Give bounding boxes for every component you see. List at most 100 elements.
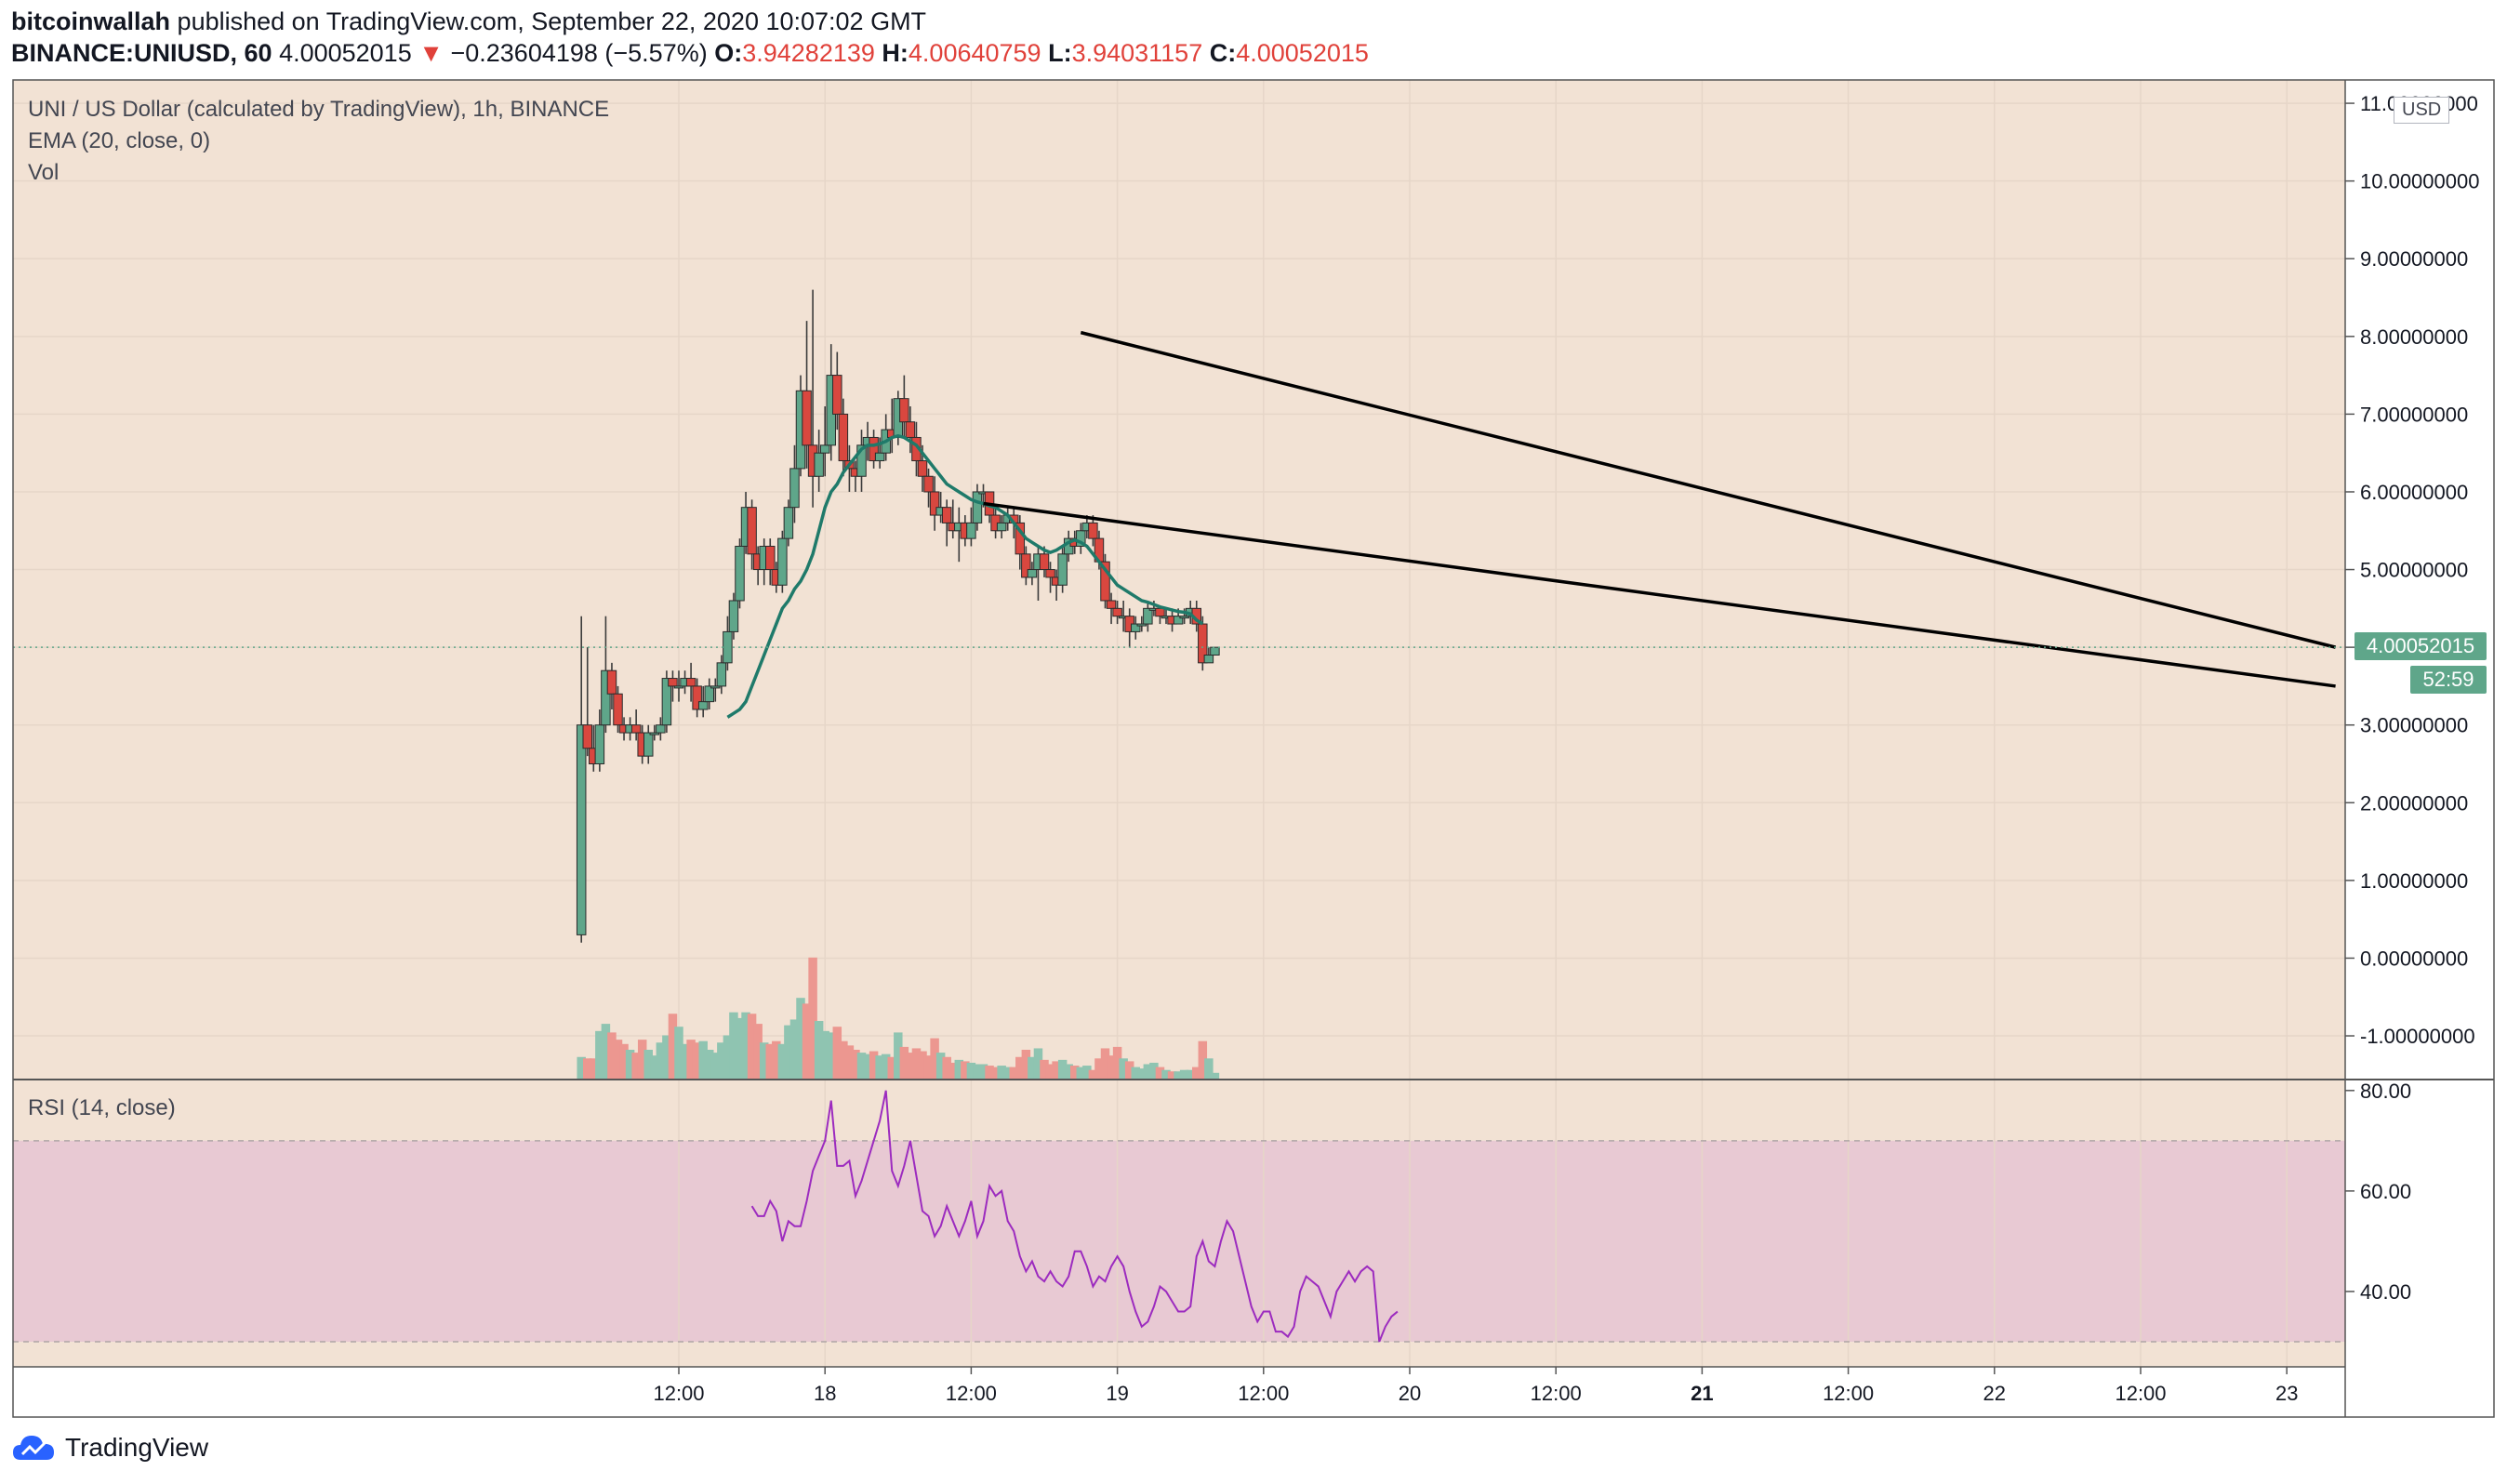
y-tick-label: -1.00000000 — [2360, 1025, 2475, 1048]
volume-bar — [1057, 1059, 1068, 1079]
volume-bar — [1052, 1061, 1061, 1079]
volume-bar — [796, 998, 805, 1079]
candle-body — [802, 390, 812, 446]
volume-bar — [765, 1043, 775, 1079]
volume-bar — [1015, 1056, 1025, 1079]
volume-bar — [1107, 1055, 1116, 1079]
high-label: H: — [882, 39, 909, 67]
candle-body — [673, 685, 684, 689]
volume-bar — [789, 1019, 800, 1079]
volume-bar — [935, 1053, 946, 1079]
brand-name: TradingView — [65, 1433, 209, 1462]
outer-border — [12, 79, 2495, 1418]
volume-bar — [1033, 1048, 1043, 1079]
x-tick-label: 12:00 — [1531, 1382, 1582, 1405]
x-tick-label: 18 — [814, 1382, 836, 1405]
candle-body — [606, 669, 617, 695]
volume-bar — [1161, 1069, 1171, 1079]
publisher-name[interactable]: bitcoinwallah — [11, 7, 171, 35]
volume-bar — [1076, 1067, 1086, 1079]
volume-bar — [820, 1030, 829, 1079]
volume-bar — [814, 1021, 824, 1079]
candle-body — [649, 732, 660, 735]
publish-date: published on TradingView.com, September … — [177, 7, 927, 35]
volume-bar — [723, 1035, 733, 1079]
down-arrow-icon: ▼ — [418, 39, 444, 67]
volume-bar — [692, 1042, 702, 1079]
candle-body — [966, 522, 976, 539]
volume-bar — [747, 1014, 757, 1079]
candle-body — [735, 545, 745, 602]
symbol-label: BINANCE:UNIUSD, 60 — [11, 39, 272, 67]
candle-body — [747, 507, 757, 555]
volume-bar — [881, 1053, 891, 1079]
volume-bar — [1064, 1064, 1073, 1079]
candle-body — [1100, 561, 1110, 602]
rsi-tick-label: 60.00 — [2360, 1180, 2411, 1203]
volume-bar — [589, 1058, 599, 1079]
candle-body — [1112, 607, 1122, 617]
ohlc-line: BINANCE:UNIUSD, 60 4.00052015 ▼ −0.23604… — [11, 39, 1369, 68]
volume-bar — [668, 1014, 678, 1079]
close-label: C: — [1209, 39, 1237, 67]
volume-bar — [735, 1017, 745, 1079]
volume-bar — [613, 1040, 623, 1079]
candle-body — [917, 460, 928, 477]
candle-body — [716, 662, 727, 687]
tradingview-logo[interactable]: TradingView — [11, 1432, 208, 1464]
candle-body — [697, 701, 709, 710]
candle-body — [941, 507, 952, 523]
candle-body — [972, 491, 983, 523]
volume-bar — [1186, 1069, 1195, 1079]
candle-body — [899, 398, 909, 423]
volume-bar — [1204, 1058, 1214, 1079]
candle-body — [710, 685, 721, 689]
volume-bar — [948, 1062, 958, 1079]
candle-body — [613, 693, 623, 726]
volume-bar — [595, 1030, 604, 1079]
candle-body — [777, 537, 788, 586]
volume-bar — [961, 1061, 970, 1079]
volume-bar — [863, 1053, 872, 1079]
rsi-tick-label: 40.00 — [2360, 1280, 2411, 1304]
candle-body — [704, 685, 714, 703]
open-value: 3.94282139 — [742, 39, 875, 67]
candle-body — [1203, 654, 1214, 664]
candle-body — [661, 678, 672, 726]
y-tick-label: 3.00000000 — [2360, 714, 2468, 737]
volume-bar — [990, 1067, 1001, 1079]
candle-body — [874, 452, 885, 462]
volume-bar — [1070, 1066, 1080, 1079]
candle-body — [1179, 616, 1189, 619]
volume-bar — [698, 1040, 708, 1079]
y-tick-label: 5.00000000 — [2360, 559, 2468, 582]
volume-bar — [997, 1066, 1006, 1079]
currency-label[interactable]: USD — [2394, 97, 2450, 124]
y-tick-label: 0.00000000 — [2360, 947, 2468, 970]
volume-bar — [918, 1051, 927, 1079]
volume-bar — [1167, 1071, 1177, 1079]
candle-body — [582, 724, 592, 749]
volume-bar — [631, 1053, 641, 1079]
candle-body — [814, 452, 824, 477]
x-tick-label: 22 — [1983, 1382, 2006, 1405]
volume-bar — [875, 1055, 884, 1079]
candle-body — [929, 491, 940, 516]
low-value: 3.94031157 — [1071, 39, 1203, 67]
volume-bar — [777, 1043, 788, 1079]
volume-bar — [911, 1048, 922, 1079]
volume-bar — [1100, 1048, 1110, 1079]
volume-bar — [601, 1024, 611, 1079]
candle-body — [656, 724, 666, 734]
candle-body — [1076, 530, 1086, 547]
volume-bar — [899, 1046, 909, 1079]
y-tick-label: 1.00000000 — [2360, 869, 2468, 893]
volume-bar — [923, 1055, 934, 1079]
ema-line — [726, 433, 1204, 719]
close-value: 4.00052015 — [1236, 39, 1369, 67]
volume-bar — [753, 1024, 763, 1079]
volume-bar — [1155, 1067, 1165, 1079]
volume-bar — [1021, 1050, 1031, 1079]
chart-title: UNI / US Dollar (calculated by TradingVi… — [28, 97, 610, 122]
